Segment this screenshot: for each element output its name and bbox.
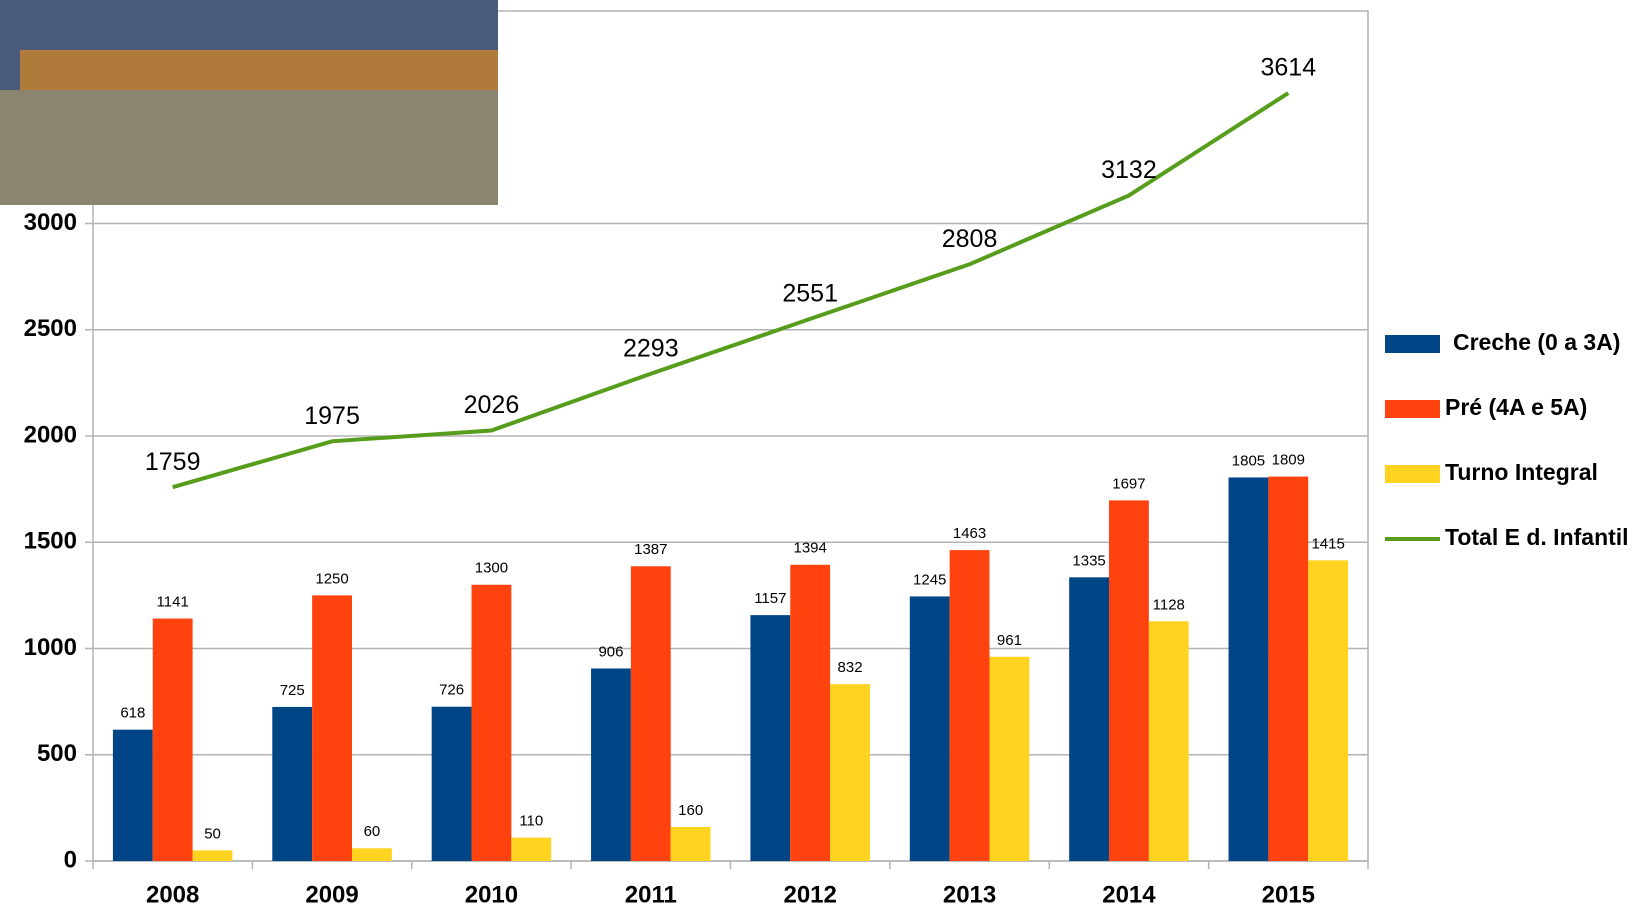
bar-value-label: 832 [838, 659, 863, 676]
bar-value-label: 725 [280, 682, 305, 699]
legend-label: Total E d. Infantil [1445, 524, 1629, 550]
x-tick-label: 2015 [1262, 881, 1315, 908]
x-tick-label: 2008 [146, 881, 199, 908]
photo [0, 0, 498, 205]
bar [750, 615, 791, 861]
bar [630, 566, 671, 861]
y-tick-label: 1500 [24, 528, 77, 555]
bar-value-label: 160 [678, 802, 703, 819]
legend-swatch [1385, 335, 1440, 353]
y-tick-label: 0 [64, 846, 77, 873]
bar [112, 729, 153, 861]
legend-label: Creche (0 a 3A) [1453, 329, 1620, 355]
bar [192, 850, 233, 861]
legend-label: Pré (4A e 5A) [1445, 394, 1587, 420]
line-value-label: 1975 [304, 402, 360, 430]
bar-value-label: 1300 [475, 560, 508, 577]
bar-value-label: 110 [519, 813, 543, 830]
bar-value-label: 726 [439, 682, 464, 699]
bar-value-label: 1387 [634, 541, 667, 558]
legend-swatch [1385, 400, 1440, 418]
y-tick-label: 2000 [24, 421, 77, 448]
bar [312, 595, 352, 861]
bar [511, 837, 552, 861]
bar-value-label: 1141 [157, 594, 189, 611]
bar-value-label: 1245 [913, 571, 946, 588]
bar [989, 656, 1030, 861]
legend-swatch [1385, 465, 1440, 483]
bar-value-label: 618 [120, 705, 145, 722]
y-tick-label: 1000 [24, 634, 77, 661]
x-tick-label: 2013 [943, 881, 996, 908]
line-value-label: 2808 [942, 225, 998, 253]
y-tick-label: 2500 [24, 315, 77, 342]
bar [830, 684, 870, 861]
line-value-label: 2026 [464, 391, 520, 419]
bar-value-label: 1809 [1272, 452, 1305, 469]
bar [949, 550, 990, 861]
line [172, 91, 1290, 490]
x-tick-label: 2012 [783, 881, 836, 908]
bar-value-label: 50 [204, 825, 221, 842]
line-value-label: 2293 [623, 334, 679, 362]
bar [1308, 560, 1349, 861]
plot-area: 0 500 1000 1500 2000 2500 3000 2008 2009 2010 2011… [24, 10, 1629, 908]
bar-value-label: 1157 [754, 590, 786, 607]
bar [351, 848, 392, 861]
x-tick-label: 2011 [625, 881, 677, 908]
x-tick-label: 2010 [465, 881, 518, 908]
bar [431, 706, 472, 861]
bar [670, 827, 711, 861]
x-tick-label: 2009 [305, 881, 358, 908]
bar-value-label: 1415 [1311, 535, 1344, 552]
bar-value-label: 961 [997, 632, 1022, 649]
bar [790, 564, 831, 861]
bar-value-label: 1805 [1232, 452, 1265, 469]
bar-value-label: 60 [364, 823, 381, 840]
legend-label: Turno Integral [1445, 459, 1598, 485]
bar [1228, 477, 1269, 861]
x-tick-label: 2014 [1102, 881, 1156, 908]
bar [591, 668, 631, 861]
bar [1109, 500, 1149, 861]
y-tick-label: 500 [37, 740, 77, 767]
y-tick-label: 3000 [24, 209, 77, 236]
bar [1148, 621, 1189, 861]
bar-value-label: 1128 [1153, 596, 1185, 613]
bar [471, 584, 512, 861]
bar [1268, 476, 1309, 861]
line-value-label: 2551 [782, 280, 838, 308]
photo-bench [20, 50, 498, 90]
bar-value-label: 906 [598, 643, 623, 660]
bar-value-label: 1697 [1112, 475, 1145, 492]
bar [1069, 577, 1110, 861]
line-value-label: 3132 [1101, 156, 1157, 184]
line-value-label: 1759 [145, 448, 201, 476]
bar-value-label: 1335 [1072, 552, 1105, 569]
bar-value-label: 1463 [953, 525, 986, 542]
bar-value-label: 1394 [794, 540, 827, 557]
bar [152, 618, 193, 861]
bar [272, 706, 313, 861]
bar-value-label: 1250 [315, 570, 348, 587]
bar [909, 596, 950, 861]
line-value-label: 3614 [1261, 54, 1317, 82]
